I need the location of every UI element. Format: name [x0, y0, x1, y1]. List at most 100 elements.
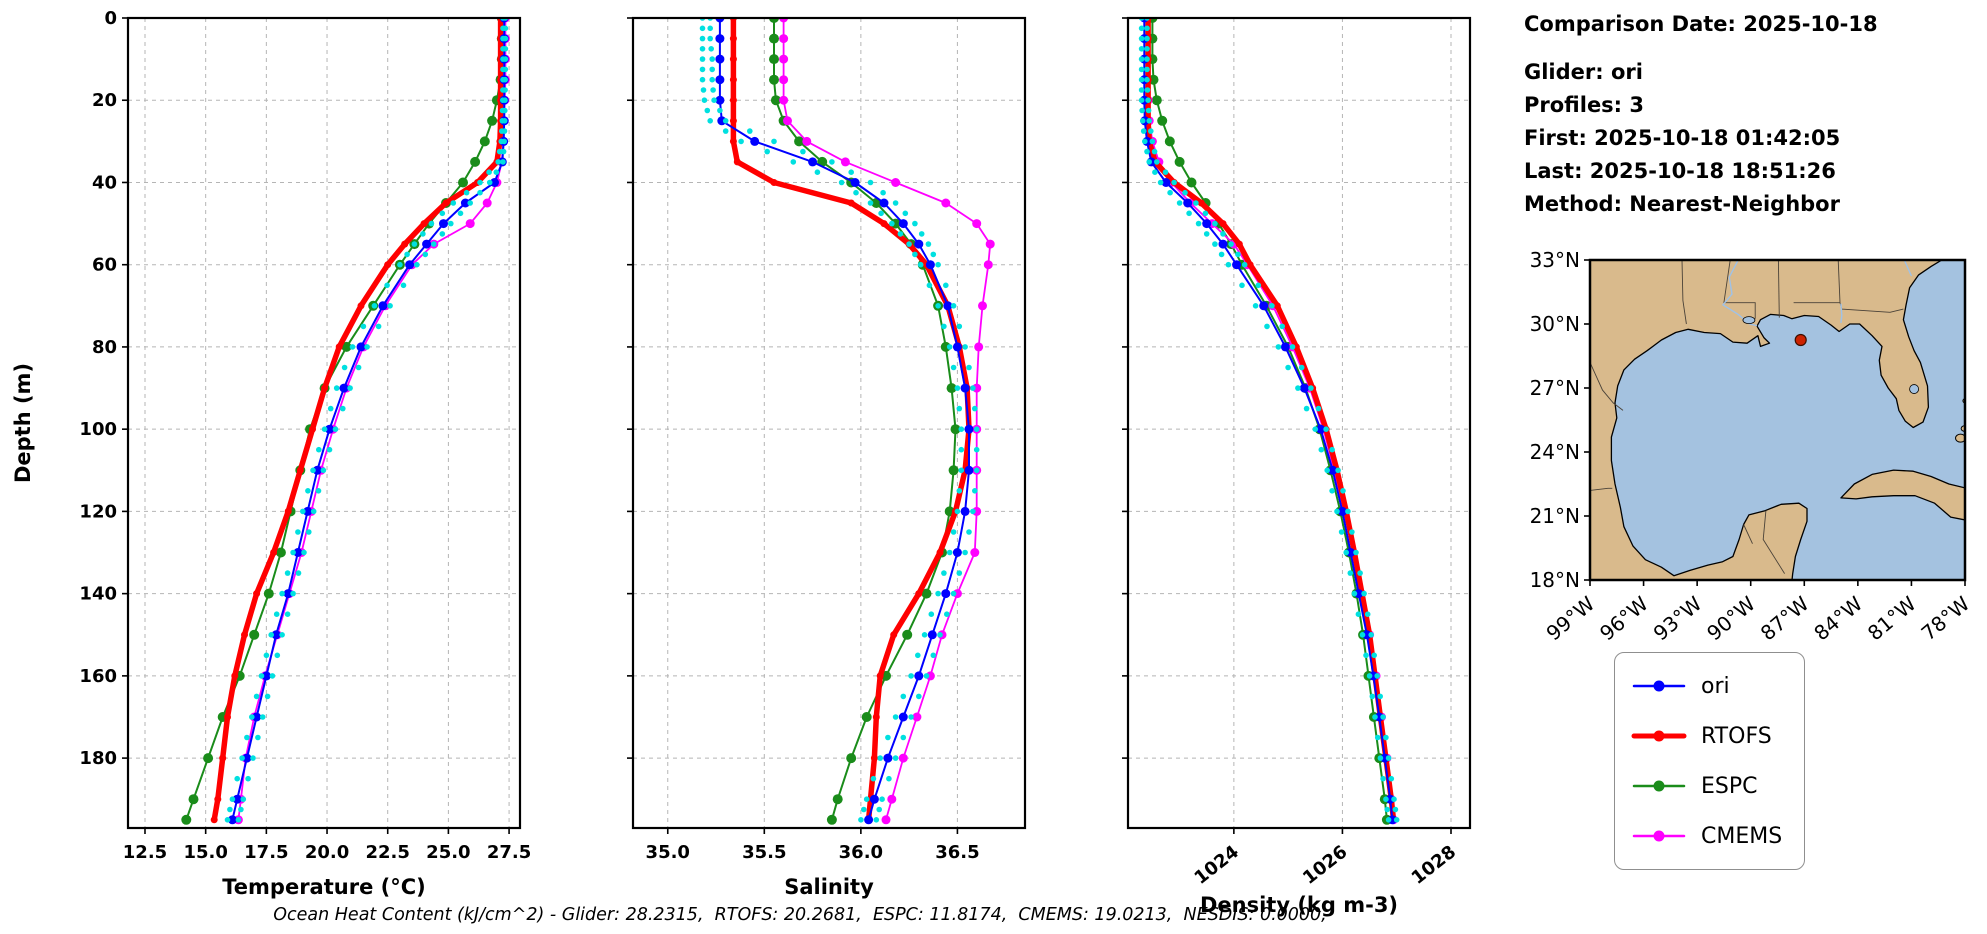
svg-text:87°W: 87°W — [1756, 591, 1814, 645]
series-CMEMS — [779, 18, 995, 825]
svg-text:27°N: 27°N — [1530, 376, 1580, 400]
svg-text:25.0: 25.0 — [426, 842, 470, 863]
profile-charts: 12.5 15.0 17.5 20.0 22.5 25.0 27.5 0 20 40 60 80 100… — [11, 8, 1472, 917]
svg-text:21°N: 21°N — [1530, 504, 1580, 528]
lat-tick-labels: 33°N 30°N 27°N 24°N 21°N 18°N — [1530, 248, 1590, 592]
lake-pontchartrain — [1742, 316, 1756, 325]
legend-item-cmems: CMEMS — [1631, 813, 1782, 859]
method-text: Method: Nearest-Neighbor — [1524, 192, 1840, 216]
legend-marker-ori — [1632, 680, 1686, 692]
svg-text:22.5: 22.5 — [366, 842, 410, 863]
salinity-profile-plot: 35.0 35.5 36.0 36.5 Salinity — [627, 16, 1027, 899]
svg-text:27.5: 27.5 — [487, 842, 531, 863]
svg-text:20: 20 — [92, 90, 117, 111]
y-tick-labels: 0 20 40 60 80 100 120 140 160 180 — [79, 8, 128, 769]
legend-marker-espc — [1632, 780, 1686, 792]
svg-text:80: 80 — [92, 337, 117, 358]
river — [1840, 303, 1843, 323]
y-tick-labels — [1122, 17, 1128, 759]
map-content: 33°N 30°N 27°N 24°N 21°N 18°N99°W96°W93°W90°W… — [1530, 248, 1975, 645]
svg-text:93°W: 93°W — [1649, 591, 1707, 645]
series-glider-obs-2 — [235, 18, 509, 823]
svg-text:78°W: 78°W — [1916, 591, 1974, 645]
series-ESPC — [769, 18, 961, 825]
gridlines — [1128, 17, 1470, 828]
axes-frame — [126, 16, 522, 830]
admin-border — [1681, 260, 1687, 325]
legend-label-rtofs: RTOFS — [1701, 723, 1772, 749]
comparison-date-text: Comparison Date: 2025-10-18 — [1524, 12, 1878, 36]
density-profile-plot: 1024 1026 1028 Density (kg m-3) — [1122, 16, 1472, 917]
series-glider-obs-2 — [707, 18, 980, 823]
legend-item-ori: ori — [1631, 663, 1782, 709]
admin-border — [1590, 487, 1613, 491]
x-tick-labels: 35.0 35.5 36.0 36.5 — [646, 828, 980, 863]
admin-border — [1723, 260, 1756, 319]
admin-border — [1762, 510, 1785, 574]
svg-text:0: 0 — [104, 8, 117, 29]
legend-item-rtofs: RTOFS — [1631, 713, 1782, 759]
svg-text:120: 120 — [79, 501, 117, 522]
svg-text:1024: 1024 — [1191, 841, 1243, 888]
svg-text:36.0: 36.0 — [839, 842, 883, 863]
mainland — [1590, 260, 1943, 580]
series-layer — [181, 18, 510, 825]
glider-name-text: Glider: ori — [1524, 60, 1643, 84]
lake-okeechobee — [1909, 384, 1920, 394]
x-axis-label: Salinity — [784, 875, 874, 899]
axes-frame — [1126, 16, 1472, 830]
legend-label-espc: ESPC — [1701, 773, 1758, 799]
legend-marker-rtofs — [1631, 730, 1687, 742]
svg-text:18°N: 18°N — [1530, 568, 1580, 592]
svg-text:100: 100 — [79, 419, 117, 440]
svg-text:1026: 1026 — [1299, 841, 1351, 888]
series-glider-obs-1 — [1138, 18, 1392, 823]
lon-tick-labels: 99°W96°W93°W90°W87°W84°W81°W78°W — [1541, 580, 1974, 645]
admin-border — [1590, 362, 1624, 411]
location-map: 33°N 30°N 27°N 24°N 21°N 18°N99°W96°W93°W90°W… — [1530, 248, 1975, 645]
svg-text:30°N: 30°N — [1530, 312, 1580, 336]
legend-marker-cmems — [1632, 830, 1686, 842]
svg-text:36.5: 36.5 — [935, 842, 979, 863]
glider-location-marker — [1794, 333, 1807, 347]
svg-text:96°W: 96°W — [1595, 591, 1653, 645]
series-CMEMS — [233, 18, 510, 825]
series-RTOFS — [210, 18, 505, 824]
admin-border — [1777, 260, 1780, 318]
legend-item-espc: ESPC — [1631, 763, 1782, 809]
island — [1955, 433, 1965, 443]
series-ori — [227, 18, 509, 825]
y-tick-labels — [627, 17, 633, 759]
legend-label-ori: ori — [1701, 673, 1730, 699]
ocean-heat-content-note: Ocean Heat Content (kJ/cm^2) - Glider: 2… — [273, 905, 1327, 925]
map-frame — [1588, 258, 1967, 582]
series-RTOFS — [1144, 18, 1397, 824]
river — [1903, 260, 1913, 277]
svg-text:33°N: 33°N — [1530, 248, 1580, 272]
series-RTOFS — [729, 18, 973, 824]
legend-label-cmems: CMEMS — [1701, 823, 1783, 849]
svg-text:160: 160 — [79, 666, 117, 687]
legend: ori RTOFS ESPC CMEMS — [1614, 652, 1806, 870]
series-CMEMS — [1142, 18, 1398, 825]
svg-text:24°N: 24°N — [1530, 440, 1580, 464]
svg-text:20.0: 20.0 — [305, 842, 349, 863]
x-axis-label: Temperature (°C) — [222, 875, 425, 899]
svg-text:90°W: 90°W — [1702, 591, 1760, 645]
info-panel: Comparison Date: 2025-10-18 Glider: ori … — [1524, 8, 1878, 221]
svg-text:99°W: 99°W — [1541, 591, 1599, 645]
info-spacer — [1524, 41, 1878, 56]
x-axis-label: Density (kg m-3) — [1200, 893, 1398, 917]
series-layer — [1138, 18, 1400, 825]
svg-text:15.0: 15.0 — [183, 842, 227, 863]
svg-text:12.5: 12.5 — [123, 842, 167, 863]
svg-text:140: 140 — [79, 584, 117, 605]
x-tick-labels: 12.5 15.0 17.5 20.0 22.5 25.0 27.5 — [123, 828, 531, 863]
svg-text:35.5: 35.5 — [742, 842, 786, 863]
svg-text:81°W: 81°W — [1863, 591, 1921, 645]
last-profile-time-text: Last: 2025-10-18 18:51:26 — [1524, 159, 1836, 183]
svg-text:180: 180 — [79, 748, 117, 769]
first-profile-time-text: First: 2025-10-18 01:42:05 — [1524, 126, 1841, 150]
axes-frame — [631, 16, 1027, 830]
